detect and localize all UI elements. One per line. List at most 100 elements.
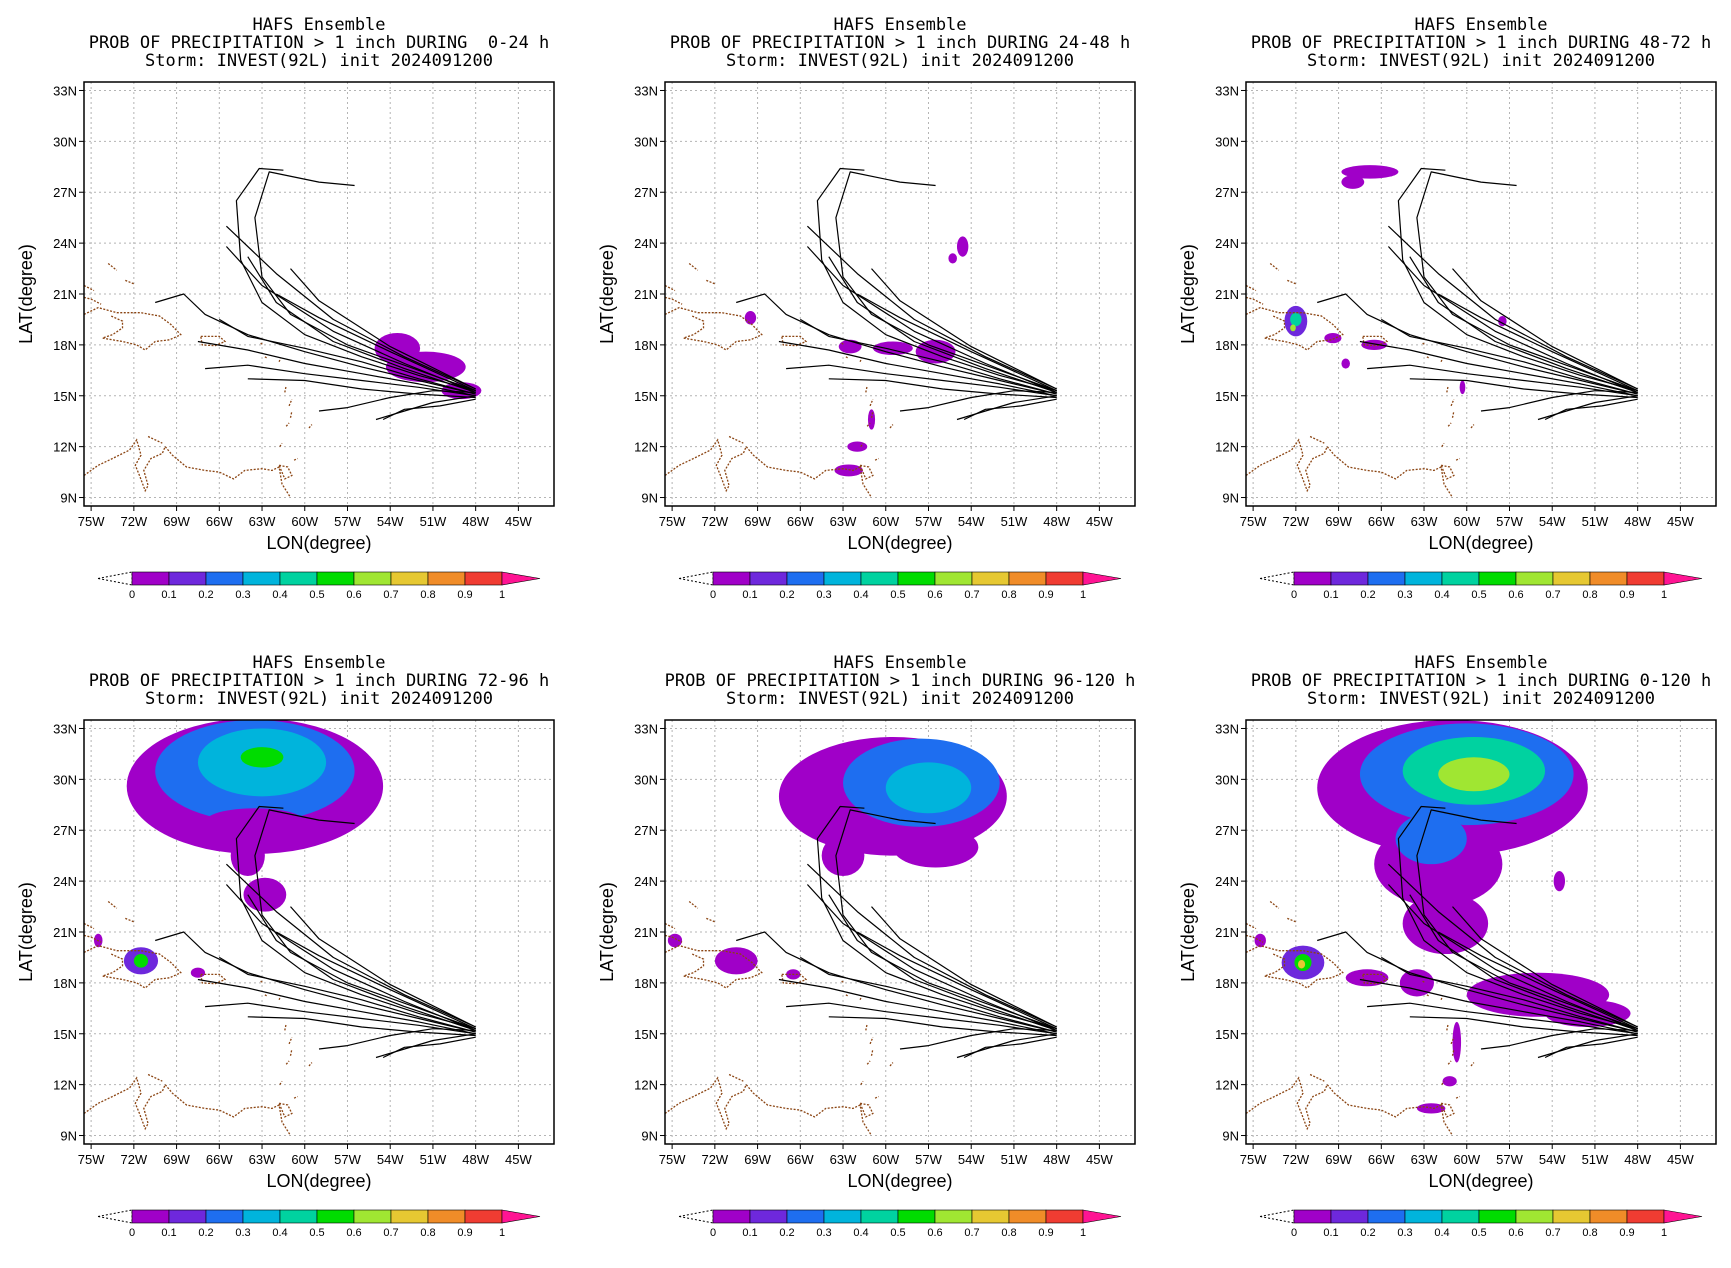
storm-track bbox=[871, 906, 1057, 1028]
colorbar-label: 0.3 bbox=[1397, 589, 1412, 601]
storm-track bbox=[155, 931, 476, 1033]
storm-track bbox=[1416, 171, 1638, 392]
colorbar-label: 0.6 bbox=[346, 589, 361, 601]
coastline bbox=[1446, 1023, 1449, 1031]
coastline bbox=[841, 980, 845, 984]
colorbar-label: 1 bbox=[1661, 589, 1667, 601]
lon-tick-label: 51W bbox=[420, 514, 447, 529]
y-axis-label: LAT(degree) bbox=[1178, 882, 1198, 982]
colorbar-label: 0.1 bbox=[1323, 589, 1338, 601]
probability-area bbox=[821, 835, 865, 877]
storm-track bbox=[155, 293, 476, 395]
lat-tick-label: 27N bbox=[53, 185, 77, 200]
colorbar-label: 0.6 bbox=[927, 589, 942, 601]
lon-tick-label: 69W bbox=[744, 1152, 771, 1167]
colorbar-label: 0.1 bbox=[161, 589, 176, 601]
coastline bbox=[200, 973, 227, 985]
coastline bbox=[289, 410, 293, 418]
lat-tick-label: 33N bbox=[53, 721, 77, 736]
lon-tick-label: 57W bbox=[334, 1152, 361, 1167]
map-frame bbox=[664, 81, 1136, 507]
storm-track bbox=[736, 293, 1057, 395]
colorbar-label: 0.5 bbox=[309, 589, 324, 601]
colorbar-swatch bbox=[316, 571, 355, 586]
storm-track bbox=[235, 805, 476, 1030]
storm-track bbox=[828, 378, 1057, 399]
coastline bbox=[289, 1048, 293, 1056]
x-axis-label: LON(degree) bbox=[1428, 533, 1533, 553]
lon-tick-label: 63W bbox=[830, 514, 857, 529]
probability-area bbox=[240, 747, 284, 768]
colorbar-label: 0.6 bbox=[927, 1227, 942, 1239]
probability-area bbox=[243, 877, 287, 912]
colorbar-label: 0 bbox=[710, 589, 716, 601]
colorbar-swatch bbox=[823, 1209, 862, 1224]
colorbar-swatch bbox=[1589, 1209, 1628, 1224]
colorbar-over-arrow bbox=[1663, 1209, 1703, 1224]
lon-tick-label: 69W bbox=[1325, 514, 1352, 529]
lon-tick-label: 60W bbox=[1453, 1152, 1480, 1167]
colorbar-label: 1 bbox=[499, 589, 505, 601]
coastline bbox=[1450, 1036, 1455, 1045]
colorbar-label: 0.7 bbox=[383, 1227, 398, 1239]
storm-track bbox=[1438, 931, 1638, 1030]
storm-track bbox=[799, 318, 1057, 395]
colorbar-label: 0.3 bbox=[1397, 1227, 1412, 1239]
storm-track bbox=[736, 931, 1057, 1033]
coastline bbox=[1441, 1080, 1445, 1085]
coastline bbox=[728, 435, 744, 444]
colorbar-over-arrow bbox=[1663, 571, 1703, 586]
lat-tick-label: 12N bbox=[53, 1078, 77, 1093]
colorbar-swatch bbox=[786, 571, 825, 586]
colorbar-swatch bbox=[1045, 571, 1084, 586]
coastline bbox=[1269, 262, 1280, 271]
lat-tick-label: 24N bbox=[1215, 874, 1239, 889]
probability-area bbox=[1442, 1076, 1457, 1087]
lat-tick-label: 24N bbox=[634, 236, 658, 251]
map-frame bbox=[83, 81, 555, 507]
lon-tick-label: 72W bbox=[701, 1152, 728, 1167]
colorbar-swatch bbox=[205, 571, 244, 586]
lat-tick-label: 30N bbox=[634, 772, 658, 787]
lat-tick-label: 24N bbox=[53, 236, 77, 251]
colorbar-under-arrow bbox=[1259, 1209, 1295, 1224]
lon-tick-label: 75W bbox=[659, 1152, 686, 1167]
coastline bbox=[1451, 1048, 1455, 1056]
lon-tick-label: 60W bbox=[1453, 514, 1480, 529]
colorbar-label: 0.9 bbox=[1038, 1227, 1053, 1239]
panel-prob-title: PROB OF PRECIPITATION > 1 inch DURING 48… bbox=[1251, 33, 1712, 53]
coastline bbox=[1246, 934, 1264, 943]
lat-tick-label: 18N bbox=[53, 338, 77, 353]
lat-tick-label: 33N bbox=[1215, 83, 1239, 98]
colorbar-label: 0.2 bbox=[779, 1227, 794, 1239]
map-area bbox=[84, 720, 476, 1136]
storm-track bbox=[1359, 978, 1638, 1035]
storm-track bbox=[375, 395, 476, 421]
lat-tick-label: 18N bbox=[634, 338, 658, 353]
colorbar-swatch bbox=[860, 1209, 899, 1224]
y-axis-label: LAT(degree) bbox=[16, 882, 36, 982]
lon-tick-label: 75W bbox=[78, 1152, 105, 1167]
lon-tick-label: 75W bbox=[78, 514, 105, 529]
panel-storm-line: Storm: INVEST(92L) init 2024091200 bbox=[1307, 51, 1655, 71]
probability-area bbox=[1341, 165, 1399, 179]
lon-tick-label: 54W bbox=[1539, 514, 1566, 529]
colorbar-swatch bbox=[131, 1209, 170, 1224]
colorbar-swatch bbox=[464, 1209, 503, 1224]
colorbar-swatch bbox=[1626, 1209, 1665, 1224]
coastline bbox=[278, 358, 282, 363]
storm-track bbox=[1317, 931, 1638, 1033]
probability-area bbox=[867, 409, 876, 430]
colorbar-label: 0.2 bbox=[198, 1227, 213, 1239]
coastline bbox=[870, 1048, 874, 1056]
coastline bbox=[1426, 994, 1431, 997]
coastline bbox=[308, 424, 313, 429]
coastline bbox=[1246, 922, 1257, 930]
colorbar-label: 0.4 bbox=[272, 589, 287, 601]
coastline bbox=[874, 457, 879, 461]
probability-area bbox=[1341, 358, 1350, 369]
coastline bbox=[84, 944, 182, 989]
coastline bbox=[869, 1036, 874, 1045]
storm-track bbox=[899, 1028, 1057, 1050]
